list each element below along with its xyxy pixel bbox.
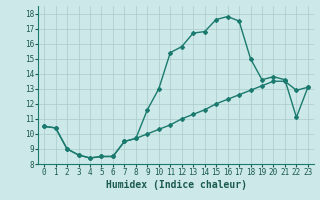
X-axis label: Humidex (Indice chaleur): Humidex (Indice chaleur) — [106, 180, 246, 190]
